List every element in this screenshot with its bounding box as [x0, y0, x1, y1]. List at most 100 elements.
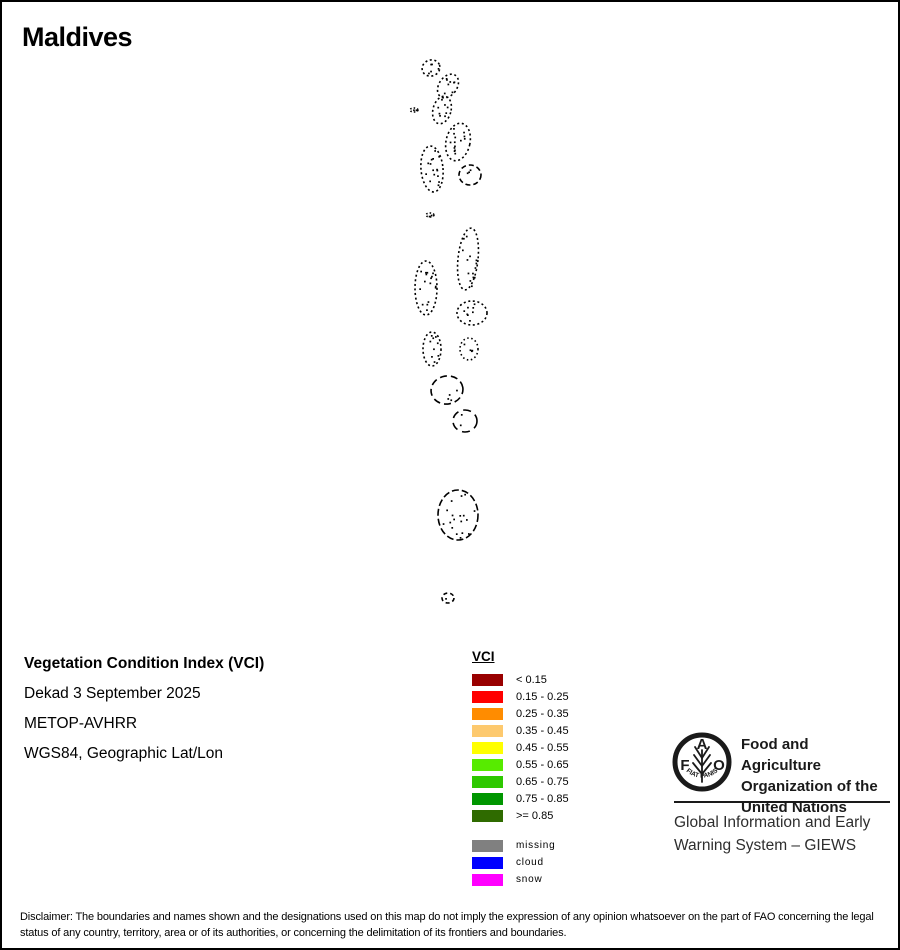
atoll-islet-dot: [463, 131, 465, 134]
atoll-islet-dot: [427, 301, 430, 303]
atoll-islet-dot: [460, 495, 463, 497]
svg-text:O: O: [713, 757, 725, 774]
legend-swatch: [472, 775, 503, 788]
atoll-islet-dot: [430, 70, 432, 73]
atoll-islet-dot: [447, 398, 450, 400]
legend-label: 0.65 - 0.75: [516, 775, 569, 788]
atoll-islet-dot: [459, 515, 462, 517]
atoll-islet-dot: [467, 272, 470, 275]
atoll-islet-dot: [460, 139, 462, 142]
atoll-islet-dot: [428, 215, 431, 218]
legend-row: 0.15 - 0.25: [472, 688, 569, 705]
legend-label: 0.35 - 0.45: [516, 724, 569, 737]
map-info-block: Vegetation Condition Index (VCI) Dekad 3…: [24, 656, 264, 776]
atoll-islet-dot: [453, 132, 455, 135]
atoll-islet-dot: [453, 518, 455, 521]
atoll-islet-dot: [415, 109, 418, 112]
atoll-islet-dot: [464, 493, 466, 496]
atoll-islet-dot: [459, 537, 462, 539]
atoll-islet-dot: [429, 340, 432, 343]
atoll-islet-dot: [436, 169, 439, 172]
legend-row: < 0.15: [472, 671, 569, 688]
page-title: Maldives: [22, 22, 133, 52]
atoll-outline: [430, 375, 464, 405]
legend-row: 0.75 - 0.85: [472, 790, 569, 807]
atoll-islet-dot: [438, 112, 441, 115]
atoll-islet-dot: [437, 106, 440, 109]
legend-label: 0.25 - 0.35: [516, 707, 569, 720]
legend-label: snow: [516, 874, 543, 885]
atoll-islet-dot: [430, 158, 433, 161]
fao-logo-icon: A F O FIAT PANIS: [672, 732, 732, 792]
atoll-islet-dot: [472, 307, 475, 309]
legend-title: VCI: [472, 649, 495, 664]
atoll-islet-dot: [459, 424, 462, 427]
disclaimer-text: Disclaimer: The boundaries and names sho…: [20, 911, 874, 939]
legend-swatch: [472, 673, 503, 686]
atoll-islet-dot: [463, 135, 466, 138]
atoll-islet-dot: [427, 162, 430, 165]
atoll-islet-dot: [419, 288, 421, 290]
atoll-islet-dot: [450, 399, 453, 402]
atoll-islet-dot: [475, 262, 478, 265]
legend-row: >= 0.85: [472, 807, 569, 824]
legend-swatch: [472, 724, 503, 737]
atoll-islet-dot: [432, 169, 434, 172]
atoll-islet-dot: [472, 276, 475, 279]
atoll-islet-dot: [467, 306, 469, 309]
atoll-islet-dot: [463, 237, 465, 240]
atoll-islet-dot: [462, 514, 465, 517]
atoll-islet-dot: [444, 115, 446, 118]
atoll-outline: [456, 227, 480, 291]
atoll-islet-dot: [426, 309, 428, 311]
atoll-islet-dot: [468, 533, 470, 535]
atoll-islet-dot: [428, 72, 430, 75]
atoll-islet-dot: [441, 98, 443, 101]
vci-legend: VCI < 0.15 0.15 - 0.25 0.25 - 0.35 0.35 - 0…: [472, 649, 569, 888]
fao-org-name-line: United Nations: [741, 799, 847, 816]
legend-row: cloud: [472, 854, 569, 871]
legend-class-list: < 0.15 0.15 - 0.25 0.25 - 0.35 0.35 - 0.45 0…: [472, 671, 569, 824]
atoll-islet-dot: [463, 138, 466, 140]
atoll-islet-dot: [455, 533, 458, 535]
atoll-outline: [459, 337, 479, 361]
legend-row: 0.35 - 0.45: [472, 722, 569, 739]
atoll-islet-dot: [430, 214, 433, 217]
atoll-islet-dot: [460, 414, 463, 416]
atoll-islet-dot: [439, 115, 441, 117]
atoll-islet-dot: [472, 311, 474, 314]
atoll-islet-dot: [437, 175, 439, 177]
atoll-islet-dot: [471, 350, 473, 353]
legend-swatch: [472, 809, 503, 822]
atoll-islet-dot: [444, 104, 446, 106]
legend-swatch: [472, 873, 503, 886]
atoll-islet-dot: [456, 389, 458, 392]
atoll-islet-dot: [430, 277, 432, 280]
atoll-outline: [444, 122, 472, 162]
atoll-islet-dot: [442, 523, 445, 525]
atoll-islet-dot: [454, 152, 457, 155]
atoll-islet-dot: [437, 68, 440, 70]
atoll-islet-dot: [432, 272, 434, 275]
legend-label: cloud: [516, 857, 544, 868]
atoll-islet-dot: [437, 355, 440, 357]
atoll-outline: [458, 164, 482, 186]
atoll-islet-dot: [437, 184, 440, 187]
atoll-islet-dot: [432, 158, 434, 160]
legend-row: 0.65 - 0.75: [472, 773, 569, 790]
atoll-islet-dot: [469, 255, 471, 258]
info-projection: WGS84, Geographic Lat/Lon: [24, 745, 224, 762]
legend-swatch: [472, 839, 503, 852]
atoll-islet-dot: [445, 598, 447, 600]
legend-label: missing: [516, 840, 556, 851]
atoll-islet-dot: [431, 63, 433, 66]
atoll-islet-dot: [431, 275, 433, 278]
atoll-islet-dot: [465, 235, 468, 238]
atoll-islet-dot: [473, 303, 476, 306]
branding-divider: [674, 801, 890, 803]
legend-row: snow: [472, 871, 569, 888]
atoll-islet-dot: [463, 310, 466, 312]
atoll-islet-dot: [430, 63, 432, 66]
atoll-islet-dot: [462, 249, 464, 252]
